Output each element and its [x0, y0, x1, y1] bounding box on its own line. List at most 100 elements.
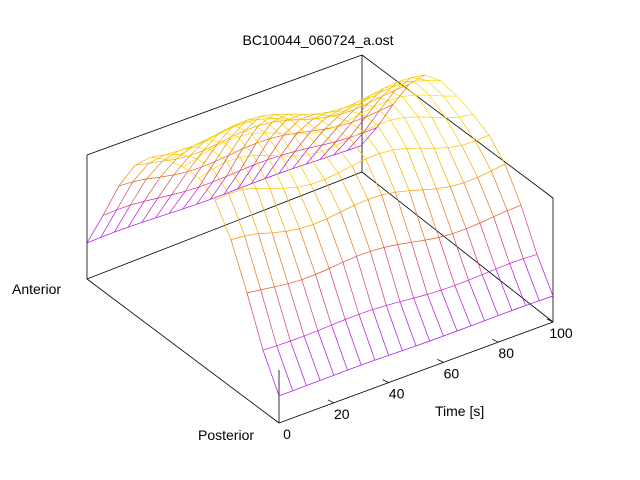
- mesh-line-profile: [349, 138, 366, 160]
- mesh-line-profile: [116, 181, 134, 210]
- mesh-line-profile: [233, 121, 250, 127]
- mesh-line-profile: [237, 164, 254, 190]
- mesh-line-profile: [258, 233, 275, 287]
- mesh-line-profile: [474, 140, 492, 172]
- mesh-line-profile: [267, 135, 284, 160]
- mesh-line-profile: [424, 239, 442, 291]
- mesh-line-profile: [306, 133, 323, 152]
- mesh-line-profile: [210, 148, 227, 162]
- mesh-line-profile: [370, 89, 387, 96]
- mesh-line-profile: [317, 330, 335, 376]
- mesh-line-profile: [223, 170, 241, 195]
- mesh-line-profile: [200, 143, 218, 168]
- mesh-line-profile: [189, 139, 207, 156]
- mesh-line-profile: [337, 109, 355, 127]
- mesh-line-profile: [390, 119, 408, 149]
- x-tick-mark: [546, 318, 554, 323]
- mesh-line-profile: [148, 154, 165, 164]
- mesh-line-profile: [253, 138, 270, 166]
- mesh-line-profile: [411, 242, 428, 295]
- mesh-line-profile: [308, 154, 325, 180]
- mesh-line-profile: [269, 120, 286, 139]
- mesh-line-profile: [479, 222, 497, 270]
- mesh-line-profile: [383, 247, 401, 302]
- mesh-line-profile: [463, 182, 481, 224]
- mesh-line-profile: [184, 167, 202, 192]
- mesh-line-profile: [340, 102, 357, 115]
- mesh-line-profile: [427, 294, 444, 337]
- mesh-line-profile: [481, 274, 499, 316]
- mesh-line-profile: [130, 178, 147, 206]
- mesh-line-profile: [372, 309, 389, 356]
- mesh-line-profile: [365, 158, 383, 196]
- mesh-line-profile: [303, 335, 321, 381]
- mesh-line-profile: [255, 122, 273, 144]
- mesh-line-profile: [173, 155, 191, 176]
- x-tick-mark: [382, 379, 389, 383]
- mesh-line-profile: [440, 80, 458, 97]
- mesh-line-profile: [385, 305, 403, 351]
- mesh-line-profile: [344, 319, 362, 366]
- mesh-line-profile: [299, 228, 316, 275]
- mesh-line-profile: [228, 193, 246, 237]
- mesh-line-profile: [162, 150, 179, 162]
- mesh-line-profile: [237, 136, 255, 156]
- x-tick-mark: [437, 359, 444, 363]
- mesh-line-profile: [324, 179, 341, 213]
- mesh-line-profile: [374, 106, 392, 121]
- mesh-line-profile: [219, 125, 236, 134]
- mesh-line-profile: [251, 133, 268, 156]
- mesh-line-profile: [196, 181, 213, 205]
- mesh-line-profile: [392, 149, 410, 191]
- mesh-line-profile: [276, 118, 293, 135]
- mesh-line-profile: [495, 268, 513, 311]
- mesh-line-profile: [276, 345, 294, 391]
- mesh-line-profile: [244, 115, 261, 131]
- mesh-line-profile: [417, 116, 435, 149]
- mesh-line-profile: [285, 113, 302, 121]
- mesh-line-profile: [262, 349, 280, 396]
- mesh-line-profile: [290, 119, 307, 135]
- mesh-line-profile: [522, 258, 540, 301]
- mesh-line-time: [246, 204, 522, 294]
- mesh-line-profile: [395, 77, 412, 91]
- mesh-line-profile: [175, 146, 193, 160]
- mesh-line-profile: [399, 84, 417, 96]
- mesh-line-profile: [328, 268, 346, 320]
- mesh-line-profile: [429, 94, 446, 119]
- mesh-line-profile: [264, 155, 282, 179]
- mesh-line-profile: [267, 155, 284, 189]
- mesh-line-profile: [406, 148, 424, 191]
- x-tick-mark: [327, 399, 334, 404]
- mesh-line-profile: [333, 127, 350, 139]
- mesh-line-profile: [468, 280, 485, 321]
- mesh-line-profile: [335, 145, 353, 167]
- x-ticks: 0 20 40 60 80 100: [283, 318, 573, 442]
- chart-title: BC10044_060724_a.ost: [242, 32, 393, 48]
- mesh-line-profile: [415, 94, 433, 118]
- mesh-line-profile: [198, 177, 216, 201]
- mesh-line-profile: [536, 254, 554, 297]
- mesh-line-profile: [447, 147, 465, 183]
- mesh-line-profile: [331, 324, 348, 371]
- mesh-line-profile: [431, 117, 449, 148]
- mesh-line-profile: [379, 89, 396, 112]
- mesh-line-profile: [340, 211, 357, 257]
- mesh-line-profile: [308, 128, 325, 149]
- mesh-line-profile: [408, 74, 426, 85]
- mesh-line-profile: [294, 130, 312, 152]
- mesh-line-profile: [299, 113, 316, 120]
- mesh-line-profile: [436, 188, 453, 234]
- mesh-line-profile: [196, 158, 213, 170]
- mesh-line-profile: [404, 117, 421, 149]
- x-tick-label: 0: [283, 426, 291, 442]
- mesh-line-profile: [420, 148, 437, 189]
- mesh-line-profile: [506, 210, 524, 259]
- mesh-line-profile: [260, 115, 277, 119]
- mesh-line-profile: [349, 116, 366, 138]
- mesh-line-profile: [310, 184, 328, 219]
- mesh-line-profile: [456, 95, 474, 115]
- mesh-line-profile: [203, 132, 220, 151]
- mesh-line-profile: [225, 148, 243, 177]
- mesh-line-profile: [182, 166, 200, 179]
